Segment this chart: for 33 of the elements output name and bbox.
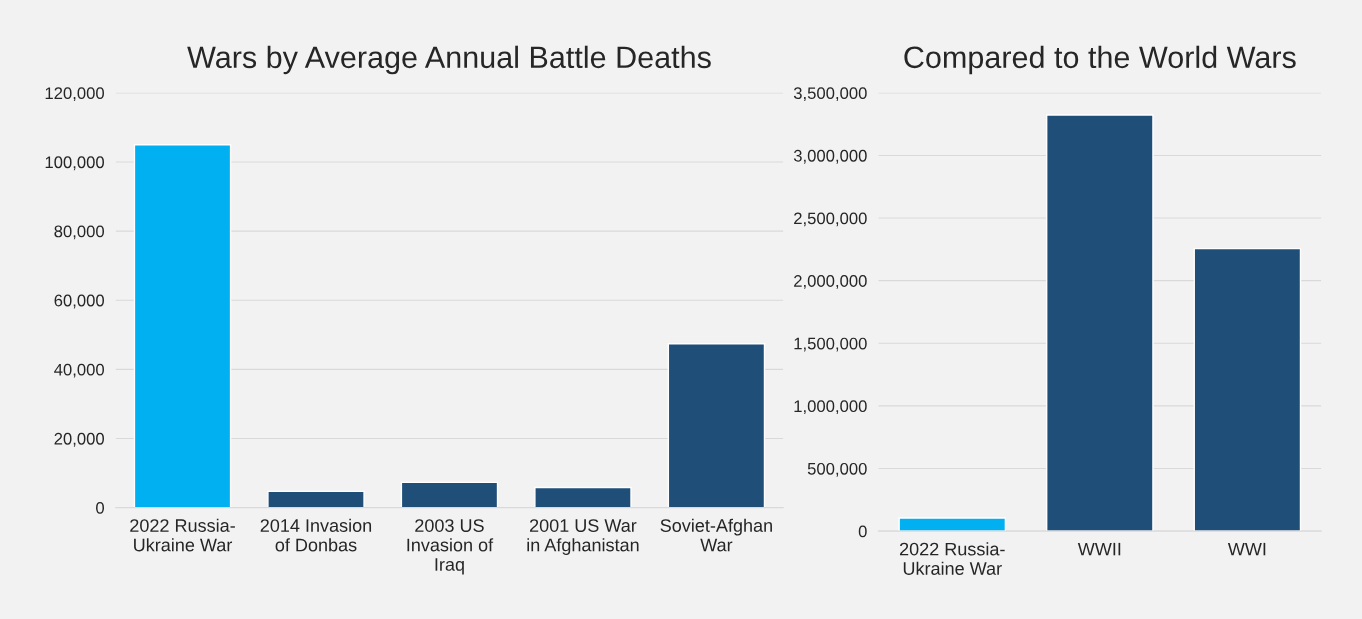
bar (667, 343, 766, 508)
y-tick-label: 40,000 (54, 363, 105, 378)
bar (534, 486, 632, 508)
x-tick-label: Soviet-Afghan War (660, 518, 772, 552)
y-tick-label: 500,000 (807, 462, 867, 477)
chart-title: Wars by Average Annual Battle Deaths (187, 45, 711, 75)
bar (898, 517, 1007, 532)
y-tick-label: 20,000 (54, 432, 105, 447)
x-tick-label: 2022 Russia- Ukraine War (130, 518, 235, 552)
y-tick-label: 2,500,000 (794, 212, 867, 227)
bar (267, 490, 365, 508)
y-tick-label: 2,000,000 (794, 275, 867, 289)
y-tick-label: 0 (858, 525, 867, 538)
y-tick-label: 0 (96, 501, 105, 514)
y-tick-label: 80,000 (54, 225, 105, 240)
x-tick-label: 2001 US War in Afghanistan (527, 519, 639, 555)
y-tick-label: 3,500,000 (793, 87, 867, 102)
y-tick-label: 60,000 (54, 294, 105, 309)
bar (133, 143, 232, 508)
x-tick-label: WWII (1077, 542, 1121, 556)
y-tick-label: 1,000,000 (794, 400, 867, 415)
y-tick-label: 120,000 (45, 87, 105, 102)
x-tick-label: 2003 US Invasion of Iraq (407, 519, 494, 575)
bar (1193, 247, 1302, 532)
bar (400, 481, 499, 508)
chart-title: Compared to the World Wars (904, 45, 1296, 75)
bar (1046, 114, 1154, 532)
x-tick-label: 2014 Invasion of Donbas (260, 518, 372, 552)
y-tick-label: 1,500,000 (794, 337, 867, 352)
y-tick-label: 100,000 (45, 156, 105, 171)
y-tick-label: 3,000,000 (793, 149, 867, 164)
x-tick-label: 2022 Russia- Ukraine War (899, 542, 1005, 575)
x-tick-label: WWI (1227, 542, 1266, 556)
